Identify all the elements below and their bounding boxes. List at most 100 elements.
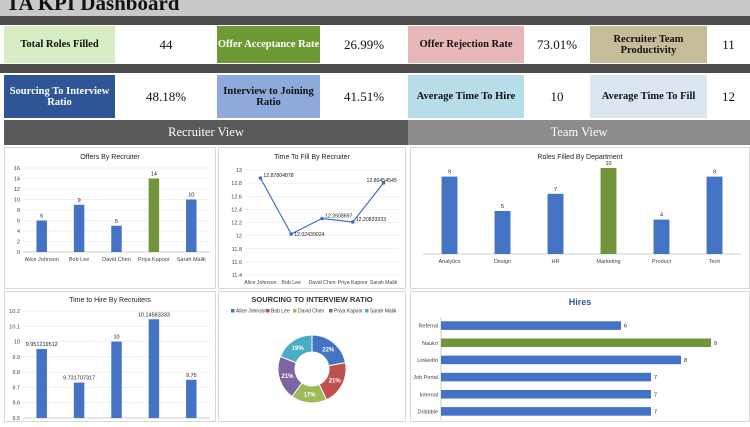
line-point [381, 181, 386, 185]
time-to-fill-panel: Time To Fill By Recruiter 11.4 11.6 11.8 12 1… [218, 147, 406, 289]
bar [441, 389, 651, 399]
x-tick-label: Bob Lee [282, 280, 301, 286]
bar [706, 176, 723, 254]
data-label: 7 [654, 409, 657, 415]
offers-by-recruiter-panel: Offers By Recruiter 0 2 4 6 8 10 12 14 16 6 Alice J… [4, 147, 216, 289]
x-tick-label: David Chen [102, 257, 131, 263]
kpi-divider [0, 64, 750, 73]
chart-title: Roles Filled By Department [537, 154, 622, 161]
slice-label: 19% [292, 346, 305, 352]
y-tick-label: Referral [418, 324, 438, 330]
time-to-fill-chart: Time To Fill By Recruiter 11.4 11.6 11.8 12 1… [231, 154, 399, 286]
y-tick-label: LinkedIn [417, 358, 438, 364]
hires-panel: Hires 6 Referral 9 Naukri 8 LinkedIn 7 Job Porta… [410, 291, 750, 422]
y-tick-label: 11.4 [232, 273, 242, 279]
kpi-offer-rejection-rate-label: Offer Rejection Rate [408, 26, 524, 63]
y-tick-label: 9.6 [12, 401, 20, 407]
data-label: 9.75 [186, 373, 197, 379]
bar [111, 341, 122, 418]
data-label: 10 [113, 335, 119, 341]
y-tick-label: 12.8 [231, 181, 242, 187]
y-tick-label: Dribbble [418, 409, 438, 415]
bar [148, 319, 160, 418]
kpi-interview-to-joining-ratio-label: Interview to Joining Ratio [217, 75, 320, 118]
data-label: 12.80454545 [366, 178, 396, 184]
data-label: 5 [501, 204, 504, 210]
y-tick-label: 16 [14, 166, 20, 172]
y-tick-label: 9.9 [12, 355, 20, 361]
data-label: 7 [554, 187, 557, 193]
y-tick-label: 2 [17, 240, 20, 246]
data-label: 12.2608697 [325, 214, 353, 220]
kpi-sourcing-to-interview-ratio-label: Sourcing To Interview Ratio [4, 75, 115, 118]
chart-title: Time to Hire By Recruiters [69, 297, 151, 304]
y-tick-label: 13 [236, 168, 242, 174]
y-tick-label: 10.1 [9, 324, 20, 330]
data-label: 14 [151, 172, 157, 178]
section-team-view: Team View [408, 120, 750, 145]
legend-label: Bob Lee [271, 309, 290, 315]
data-label: 9 [78, 198, 81, 204]
slice-label: 22% [322, 347, 335, 353]
hires-chart: Hires 6 Referral 9 Naukri 8 LinkedIn 7 Job Porta… [413, 297, 717, 420]
legend-swatch [329, 309, 333, 313]
kpi-average-time-to-hire-label: Average Time To Hire [408, 75, 524, 118]
data-label: 9 [714, 341, 717, 347]
y-tick-label: 12.2 [231, 221, 242, 227]
y-tick-label: 9.8 [12, 370, 20, 376]
x-tick-label: HR [552, 259, 560, 265]
bar [600, 168, 617, 254]
kpi-interview-to-joining-ratio-value: 41.51% [320, 75, 408, 118]
data-label: 10 [605, 161, 611, 167]
bar [36, 349, 47, 418]
series-line [259, 177, 385, 235]
y-tick-label: 6 [17, 219, 20, 225]
data-label: 7 [654, 392, 657, 398]
kpi-total-roles-filled-label: Total Roles Filled [4, 26, 115, 63]
roles-by-department-panel: Roles Filled By Department 9 Analytics 5 Des… [410, 147, 750, 289]
y-tick-label: 9.7 [12, 385, 20, 391]
chart-title: SOURCING TO INTERVIEW RATIO [251, 295, 372, 304]
kpi-offer-rejection-rate-value: 73.01% [524, 26, 590, 63]
data-label: 6 [624, 324, 627, 330]
x-tick-label: Sarah Malik [370, 280, 398, 286]
bar [148, 178, 160, 252]
kpi-average-time-to-fill-value: 12 [707, 75, 750, 118]
bar [653, 219, 670, 254]
data-label: 12.20833333 [356, 217, 386, 223]
kpi-total-roles-filled-value: 44 [115, 26, 217, 63]
bar [441, 338, 711, 348]
legend-label: Sarah Malik [370, 309, 397, 315]
bar [441, 407, 651, 416]
sourcing-ratio-chart: SOURCING TO INTERVIEW RATIO Alice Johnson… [231, 295, 397, 404]
kpi-recruiter-team-productivity-value: 11 [707, 26, 750, 63]
slice-label: 17% [304, 392, 317, 398]
y-tick-label: 10 [14, 340, 20, 346]
y-tick-label: 14 [14, 177, 20, 183]
y-tick-label: 12.4 [231, 207, 242, 213]
data-label: 9.731707317 [63, 376, 95, 382]
header-divider [0, 16, 750, 25]
x-tick-label: Alice Johnson [244, 280, 276, 286]
x-tick-label: Bob Lee [69, 257, 90, 263]
y-tick-label: 11.6 [232, 260, 242, 266]
x-tick-label: Alice Johnson [25, 257, 59, 263]
x-tick-label: Analytics [438, 259, 460, 265]
data-label: 8 [684, 358, 687, 364]
x-tick-label: Design [494, 259, 511, 265]
kpi-recruiter-team-productivity-label: Recruiter Team Productivity [590, 26, 707, 63]
data-label: 10 [188, 193, 194, 199]
x-tick-label: Marketing [596, 259, 620, 265]
y-tick-label: 10.2 [9, 309, 20, 315]
time-to-hire-panel: Time to Hire By Recruiters 9.5 9.6 9.7 9.8 9.… [4, 291, 216, 422]
time-to-hire-chart: Time to Hire By Recruiters 9.5 9.6 9.7 9.8 9.… [9, 297, 210, 422]
data-label: 4 [660, 213, 663, 219]
dashboard-title: TA KPI Dashboard [6, 0, 180, 15]
bar [186, 199, 197, 252]
title-bar: TA KPI Dashboard [0, 0, 750, 16]
bar [441, 355, 681, 365]
y-tick-label: 9.5 [12, 416, 20, 422]
legend-label: Priya Kapoor [334, 309, 363, 315]
bar [186, 379, 197, 418]
slice-label: 21% [282, 374, 295, 380]
